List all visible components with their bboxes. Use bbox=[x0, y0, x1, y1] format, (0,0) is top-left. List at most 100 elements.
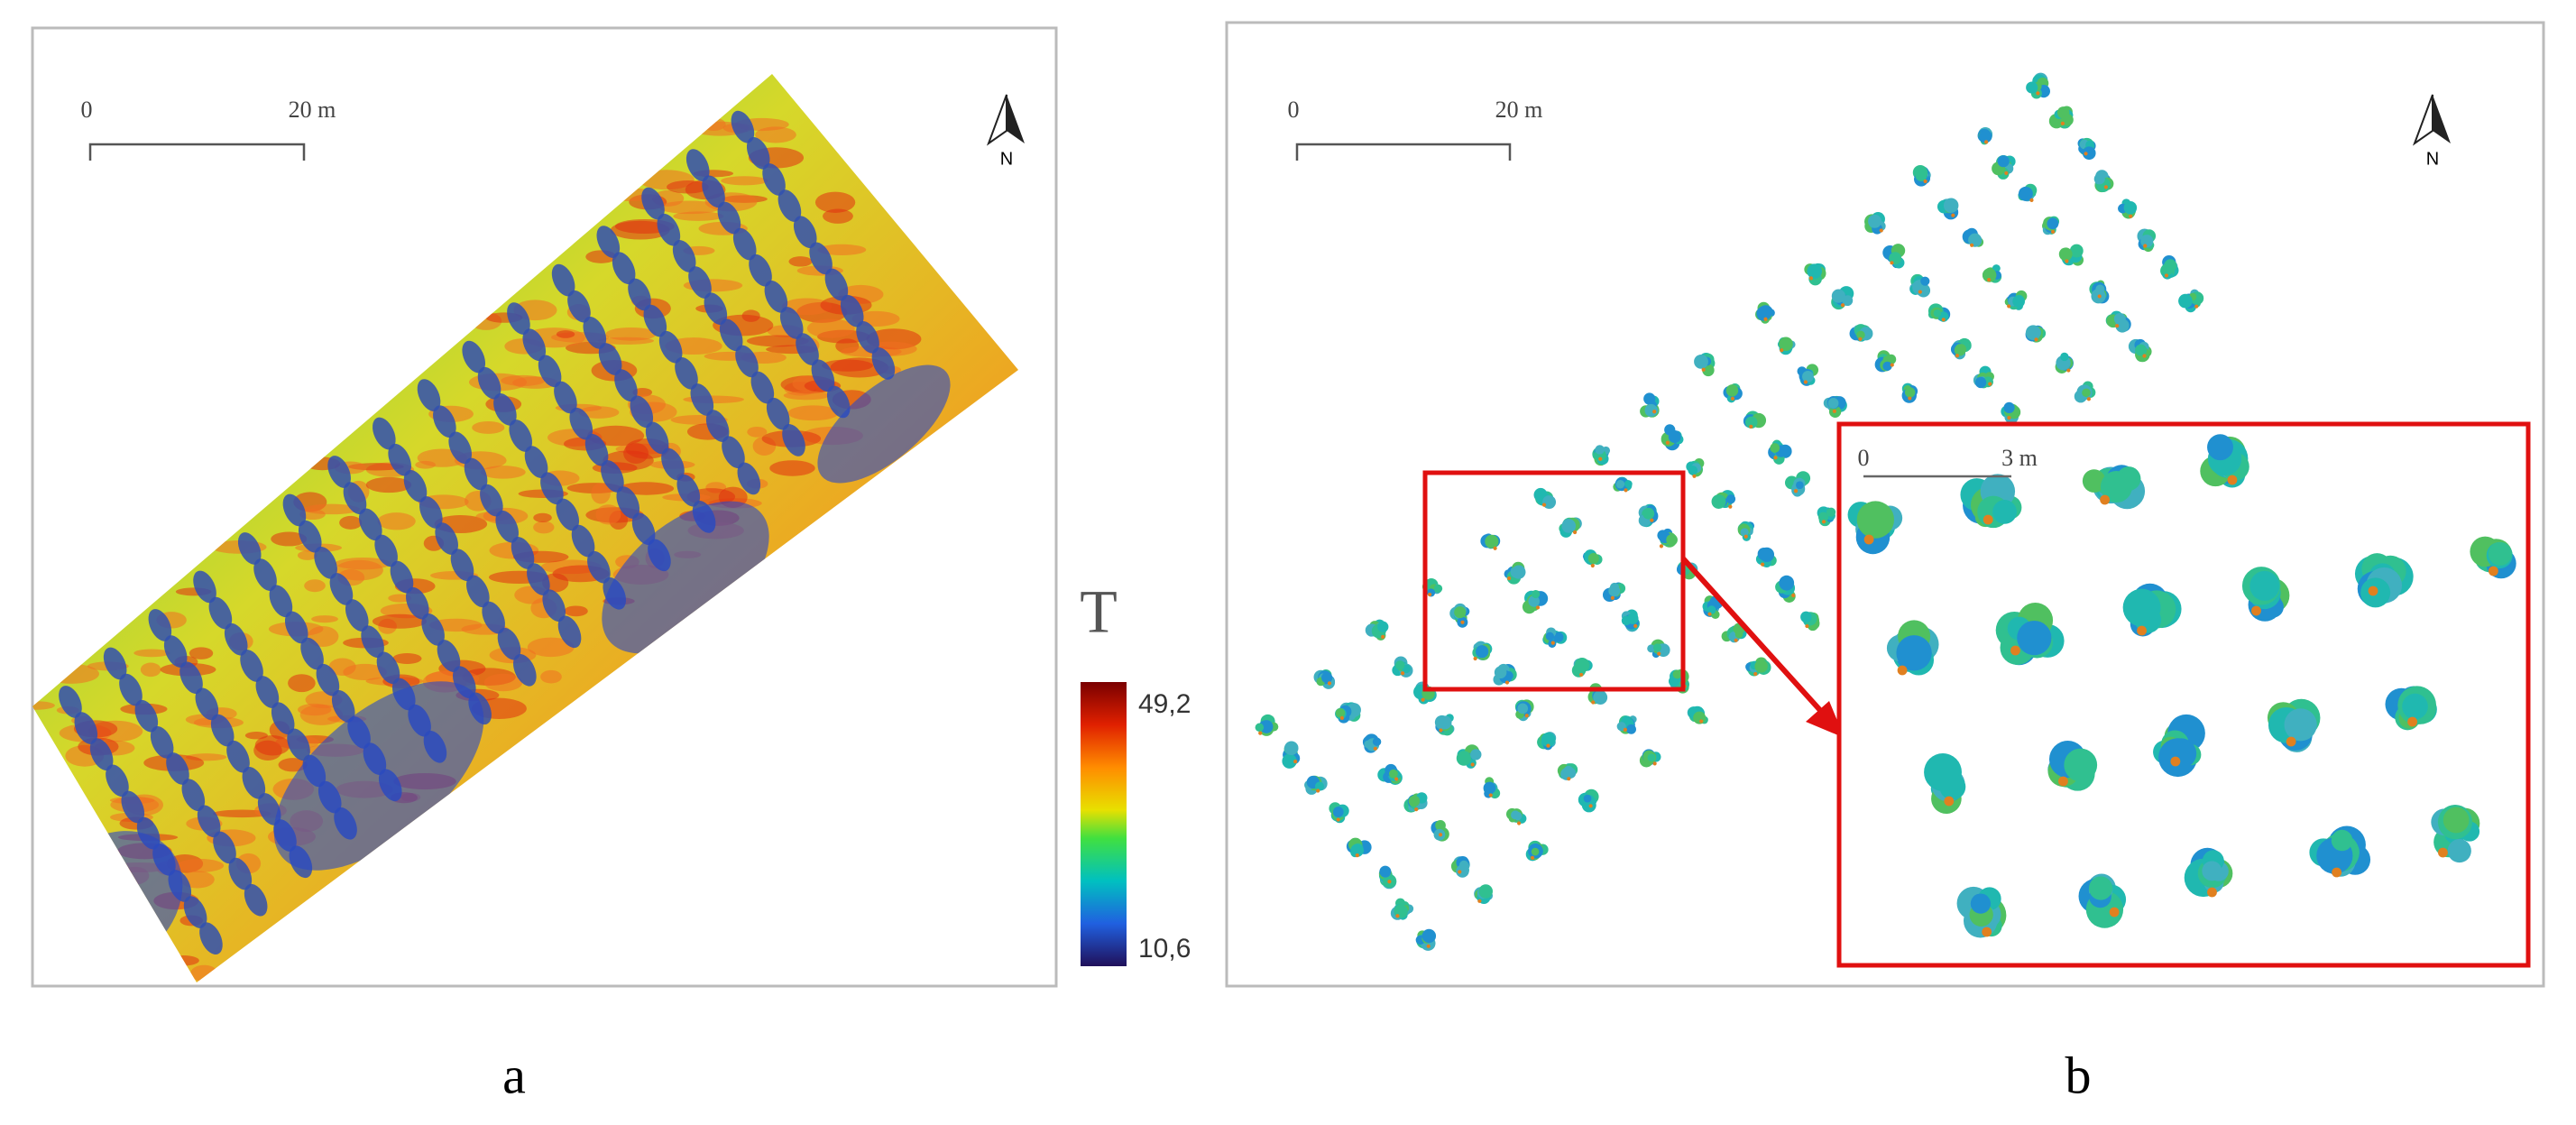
tree-crown bbox=[1707, 605, 1716, 614]
canopy bbox=[507, 302, 530, 335]
tree-crown bbox=[1454, 606, 1467, 619]
canopy bbox=[464, 457, 488, 491]
tree-warm bbox=[2332, 867, 2342, 878]
hot-patch bbox=[564, 605, 588, 617]
canopy bbox=[466, 575, 490, 608]
canopy bbox=[524, 446, 548, 478]
tree-crown bbox=[1979, 130, 1992, 143]
tree-crown bbox=[1647, 644, 1656, 653]
tree-crown bbox=[2025, 325, 2041, 341]
canopy bbox=[244, 883, 268, 917]
canopy bbox=[345, 599, 369, 632]
tree-warm bbox=[1707, 612, 1712, 616]
tree-crown bbox=[1512, 565, 1526, 579]
tree-crown bbox=[1459, 860, 1469, 870]
tree-crown bbox=[2058, 247, 2073, 262]
tree-crown bbox=[1745, 416, 1758, 429]
tree-crown bbox=[1545, 632, 1555, 641]
tree-crown bbox=[2088, 876, 2113, 900]
tree-crown bbox=[1856, 330, 1865, 340]
tree-crown bbox=[2100, 471, 2132, 503]
tree-crown bbox=[1642, 507, 1655, 520]
hot-patch bbox=[372, 613, 428, 629]
hot-patch bbox=[392, 653, 422, 664]
tree-warm bbox=[1805, 623, 1809, 629]
tree-crown bbox=[1574, 657, 1590, 673]
canopy bbox=[631, 512, 656, 546]
canopy bbox=[210, 714, 235, 747]
tree-warm bbox=[1803, 380, 1808, 384]
canopy bbox=[661, 447, 685, 481]
tree-warm bbox=[1743, 534, 1748, 539]
zoom-arrow bbox=[1680, 556, 1829, 720]
canopy bbox=[374, 534, 398, 567]
tree-warm bbox=[1923, 179, 1927, 184]
hot-patch bbox=[32, 701, 55, 710]
canopy bbox=[417, 379, 441, 411]
tree-crown bbox=[1561, 519, 1577, 533]
tree-warm bbox=[1316, 788, 1320, 793]
tree-warm bbox=[2143, 244, 2148, 248]
tree-crown bbox=[1587, 552, 1599, 565]
tree-warm bbox=[1414, 807, 1419, 812]
canopy bbox=[59, 686, 82, 718]
tree-warm bbox=[1749, 424, 1753, 429]
tree-warm bbox=[1421, 697, 1425, 702]
tree-warm bbox=[1652, 410, 1657, 414]
tree-crown bbox=[1992, 500, 2017, 524]
tree-crown bbox=[2018, 186, 2033, 201]
tree-warm bbox=[1879, 228, 1883, 233]
inset-scale-end: 3 m bbox=[2001, 445, 2038, 471]
canopy bbox=[257, 793, 281, 825]
tree-warm bbox=[1780, 348, 1784, 353]
canopy bbox=[405, 586, 429, 620]
tree-crown bbox=[2284, 708, 2317, 742]
tree-warm bbox=[1591, 700, 1596, 705]
tree-warm bbox=[1773, 456, 1778, 460]
canopy bbox=[403, 469, 428, 503]
tree-warm bbox=[1728, 504, 1733, 509]
canopy bbox=[163, 635, 188, 668]
tree-warm bbox=[1730, 396, 1735, 401]
tree-crown bbox=[1725, 494, 1736, 504]
tree-warm bbox=[2036, 91, 2040, 96]
tree-warm bbox=[1858, 337, 1863, 341]
tree-warm bbox=[1832, 409, 1836, 413]
tree-warm bbox=[2194, 304, 2199, 309]
tree-warm bbox=[1400, 671, 1405, 676]
tree-crown bbox=[1438, 715, 1452, 730]
tree-crown bbox=[1970, 893, 1992, 914]
scale-end: 20 m bbox=[1495, 97, 1543, 123]
hot-patch bbox=[821, 359, 873, 372]
canopy bbox=[824, 268, 849, 301]
tree-crown bbox=[1666, 534, 1678, 546]
tree-crown bbox=[1485, 534, 1499, 549]
canopy bbox=[719, 318, 743, 352]
tree-crown bbox=[1770, 443, 1780, 453]
tree-warm bbox=[2029, 198, 2034, 202]
canopy bbox=[361, 625, 384, 659]
tree-warm bbox=[1944, 796, 1955, 807]
hot-patch bbox=[533, 521, 555, 534]
tree-crown bbox=[1647, 753, 1656, 762]
canopy bbox=[437, 640, 461, 672]
hot-patch bbox=[254, 734, 290, 756]
hot-patch bbox=[140, 662, 161, 678]
hot-patch bbox=[556, 330, 575, 338]
tree-crown bbox=[1939, 773, 1966, 800]
canopy bbox=[630, 395, 654, 429]
tree-crown bbox=[2447, 839, 2471, 863]
canopy bbox=[106, 764, 129, 798]
legend-max: 49,2 bbox=[1138, 689, 1191, 719]
tree-crown bbox=[1470, 749, 1482, 761]
canopy bbox=[419, 496, 443, 529]
tree-warm bbox=[2010, 645, 2020, 656]
canopy bbox=[614, 369, 638, 401]
canopy bbox=[450, 549, 474, 582]
canopy bbox=[316, 663, 340, 696]
hot-patch bbox=[176, 859, 225, 872]
tree-warm bbox=[1535, 605, 1541, 610]
tree-warm bbox=[2097, 294, 2102, 299]
legend-min: 10,6 bbox=[1138, 934, 1191, 964]
canopy bbox=[657, 213, 681, 246]
